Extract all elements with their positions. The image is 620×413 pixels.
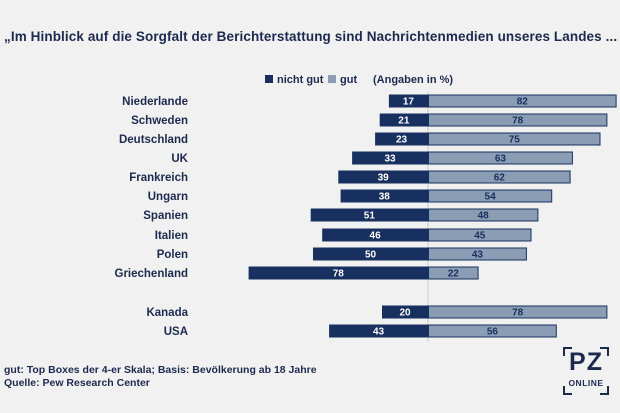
bar-nicht-gut-ungarn — [340, 189, 428, 203]
bar-gut-niederlande — [428, 94, 617, 108]
logo-main: PZ — [569, 348, 603, 376]
value-label-nicht-gut-frankreich: 39 — [378, 173, 390, 184]
value-label-gut-uk: 63 — [495, 154, 507, 165]
category-label-kanada: Kanada — [146, 307, 188, 319]
value-label-gut-spanien: 48 — [478, 211, 490, 222]
bar-nicht-gut-niederlande — [388, 94, 428, 108]
value-label-gut-frankreich: 62 — [494, 173, 506, 184]
value-label-nicht-gut-schweden: 21 — [398, 116, 410, 127]
category-label-polen: Polen — [157, 249, 188, 261]
bar-nicht-gut-polen — [313, 247, 428, 261]
category-label-uk: UK — [171, 153, 188, 165]
pz-online-logo: PZ ONLINE — [563, 347, 609, 395]
footnote: gut: Top Boxes der 4-er Skala; Basis: Be… — [4, 364, 317, 390]
category-label-ungarn: Ungarn — [148, 191, 188, 203]
legend-swatch-nicht-gut — [265, 75, 273, 83]
bar-nicht-gut-frankreich — [338, 170, 428, 184]
category-label-schweden: Schweden — [131, 115, 188, 127]
bar-gut-kanada — [428, 305, 608, 319]
category-label-italien: Italien — [155, 230, 188, 242]
footnote-basis: gut: Top Boxes der 4-er Skala; Basis: Be… — [4, 364, 317, 376]
value-label-nicht-gut-griechenland: 78 — [333, 269, 345, 280]
bar-gut-uk — [428, 151, 573, 165]
bar-gut-italien — [428, 228, 532, 242]
value-label-nicht-gut-polen: 50 — [365, 250, 377, 261]
bar-gut-frankreich — [428, 170, 571, 184]
category-label-deutschland: Deutschland — [119, 134, 188, 146]
bar-nicht-gut-spanien — [310, 208, 428, 222]
value-label-gut-usa: 56 — [487, 327, 499, 338]
legend-unit-note: (Angaben in %) — [373, 74, 453, 86]
value-label-gut-polen: 43 — [472, 250, 484, 261]
legend-swatch-gut — [328, 75, 336, 83]
bar-nicht-gut-uk — [352, 151, 428, 165]
value-label-gut-kanada: 78 — [512, 308, 524, 319]
legend-label-gut: gut — [340, 74, 357, 86]
value-label-gut-ungarn: 54 — [485, 192, 497, 203]
bar-nicht-gut-kanada — [382, 305, 428, 319]
value-label-nicht-gut-ungarn: 38 — [379, 192, 391, 203]
value-label-gut-schweden: 78 — [512, 116, 524, 127]
value-label-gut-niederlande: 82 — [517, 97, 529, 108]
bar-nicht-gut-deutschland — [375, 132, 428, 146]
bar-nicht-gut-schweden — [379, 113, 428, 127]
value-label-nicht-gut-italien: 46 — [370, 231, 382, 242]
category-label-frankreich: Frankreich — [129, 172, 188, 184]
value-label-nicht-gut-spanien: 51 — [364, 211, 376, 222]
value-label-gut-griechenland: 22 — [448, 269, 460, 280]
category-label-griechenland: Griechenland — [115, 268, 189, 280]
bar-gut-schweden — [428, 113, 608, 127]
value-label-nicht-gut-kanada: 20 — [399, 308, 411, 319]
value-label-nicht-gut-niederlande: 17 — [403, 97, 415, 108]
bar-gut-deutschland — [428, 132, 601, 146]
chart-title: „Im Hinblick auf die Sorgfalt der Berich… — [4, 29, 618, 44]
bar-gut-ungarn — [428, 189, 553, 203]
value-label-gut-italien: 45 — [474, 231, 486, 242]
bar-nicht-gut-griechenland — [248, 266, 428, 280]
bar-gut-griechenland — [428, 266, 479, 280]
value-label-nicht-gut-uk: 33 — [384, 154, 396, 165]
logo-sub: ONLINE — [568, 378, 604, 388]
bar-gut-spanien — [428, 208, 539, 222]
bar-gut-polen — [428, 247, 527, 261]
value-label-nicht-gut-deutschland: 23 — [396, 135, 408, 146]
value-label-gut-deutschland: 75 — [509, 135, 521, 146]
category-label-spanien: Spanien — [143, 210, 188, 222]
bar-nicht-gut-usa — [329, 324, 428, 338]
footnote-source: Quelle: Pew Research Center — [4, 377, 150, 389]
category-label-usa: USA — [164, 326, 188, 338]
category-label-niederlande: Niederlande — [122, 96, 188, 108]
value-label-nicht-gut-usa: 43 — [373, 327, 385, 338]
bar-gut-usa — [428, 324, 557, 338]
legend-label-nicht-gut: nicht gut — [277, 74, 324, 86]
bar-nicht-gut-italien — [322, 228, 428, 242]
